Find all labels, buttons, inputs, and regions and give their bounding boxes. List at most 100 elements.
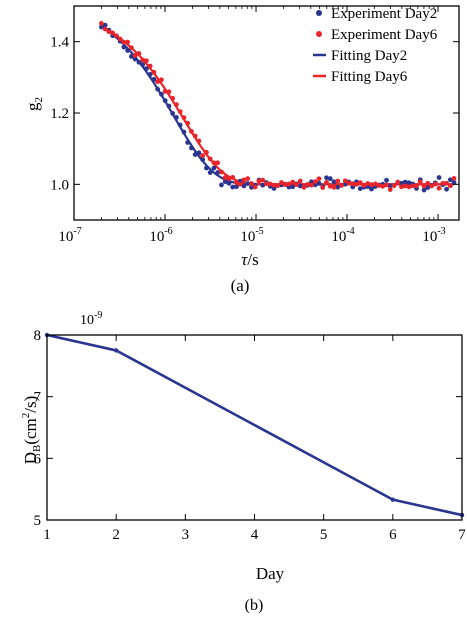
scale-multiplier-exp: -9 bbox=[94, 310, 102, 321]
data-point-0 bbox=[260, 182, 266, 188]
data-point-1 bbox=[414, 183, 419, 189]
data-point-1 bbox=[447, 183, 453, 189]
data-point-0 bbox=[290, 184, 296, 190]
data-point-0 bbox=[327, 176, 333, 182]
data-point-1 bbox=[117, 36, 123, 42]
data-point-0 bbox=[342, 181, 348, 187]
data-point-0 bbox=[436, 175, 442, 180]
data-point-1 bbox=[204, 149, 209, 155]
data-point-1 bbox=[237, 181, 243, 187]
data-point-1 bbox=[267, 181, 273, 187]
data-point-0 bbox=[204, 165, 209, 171]
data-point-0 bbox=[387, 183, 393, 189]
data-point-1 bbox=[155, 79, 161, 85]
x-tick-label: 7 bbox=[458, 527, 466, 543]
y-tick-label: 5 bbox=[34, 513, 42, 529]
y-axis-label-a-sub: 2 bbox=[33, 97, 45, 103]
legend-marker bbox=[316, 31, 322, 37]
data-point-0 bbox=[99, 24, 104, 30]
data-point-1 bbox=[136, 51, 142, 56]
data-point-1 bbox=[372, 181, 378, 187]
data-point-1 bbox=[144, 58, 149, 64]
panel-label-a: (a) bbox=[231, 276, 250, 295]
x-axis-label-a: τ/s bbox=[241, 250, 258, 269]
data-point-1 bbox=[365, 181, 371, 186]
data-point-1 bbox=[151, 69, 157, 75]
data-point-0 bbox=[444, 186, 449, 192]
data-point-0 bbox=[177, 122, 183, 128]
y-axis-label-b: DB(cm2/s) bbox=[20, 396, 43, 465]
data-point-0 bbox=[399, 180, 404, 186]
data-point-1 bbox=[440, 180, 446, 186]
data-point-1 bbox=[294, 182, 299, 188]
data-point-0 bbox=[166, 103, 172, 109]
data-point-0 bbox=[219, 182, 224, 188]
data-point-0 bbox=[189, 145, 194, 151]
data-point-0 bbox=[140, 62, 146, 68]
data-point-0 bbox=[200, 157, 206, 163]
data-point-0 bbox=[357, 186, 363, 191]
plot-a bbox=[99, 21, 457, 193]
data-point-1 bbox=[170, 95, 176, 101]
data-point-1 bbox=[432, 181, 438, 187]
data-point-0 bbox=[447, 177, 453, 183]
data-point-0 bbox=[155, 86, 161, 92]
data-point-1 bbox=[132, 53, 138, 58]
data-point-1 bbox=[357, 180, 363, 185]
data-point-0 bbox=[132, 56, 138, 62]
x-tick-label: 10-6 bbox=[149, 226, 172, 245]
data-point-1 bbox=[417, 179, 423, 185]
data-point-0 bbox=[159, 91, 164, 97]
data-point-0 bbox=[245, 181, 251, 186]
y-tick-label: 8 bbox=[34, 328, 42, 344]
data-point-1 bbox=[125, 39, 131, 45]
data-point-0 bbox=[151, 76, 157, 82]
legend-item: Fitting Day6 bbox=[313, 69, 408, 85]
data-point-1 bbox=[189, 129, 194, 134]
y-axis-label-a-main: g bbox=[23, 102, 42, 111]
data-point-1 bbox=[354, 181, 359, 187]
data-point-1 bbox=[159, 77, 164, 83]
y-axis-label-b-rest: (cm bbox=[21, 418, 40, 444]
data-point-1 bbox=[222, 175, 228, 181]
data-point-0 bbox=[226, 180, 232, 186]
data-point-0 bbox=[170, 111, 176, 116]
legend-item: Experiment Day2 bbox=[316, 6, 437, 22]
data-point-1 bbox=[226, 176, 232, 182]
data-point-1 bbox=[436, 185, 442, 191]
data-point-1 bbox=[200, 153, 206, 158]
data-point-1 bbox=[305, 181, 311, 187]
x-tick-label: 6 bbox=[389, 527, 397, 543]
data-point-1 bbox=[391, 183, 397, 189]
data-point-1 bbox=[102, 26, 108, 32]
data-point-1 bbox=[147, 63, 153, 69]
data-point-1 bbox=[350, 181, 356, 187]
y-ticks-a: 1.0 1.2 1.4 bbox=[50, 35, 459, 193]
data-point-1 bbox=[245, 176, 251, 181]
data-point-1 bbox=[114, 33, 119, 39]
legend-label: Fitting Day6 bbox=[331, 69, 408, 85]
series-point bbox=[113, 348, 119, 353]
data-point-1 bbox=[177, 109, 183, 114]
legend-marker bbox=[316, 10, 322, 16]
data-point-1 bbox=[410, 183, 416, 189]
data-point-0 bbox=[249, 184, 254, 190]
data-point-1 bbox=[185, 120, 191, 126]
data-point-1 bbox=[301, 184, 307, 190]
data-point-0 bbox=[196, 150, 202, 156]
data-point-0 bbox=[402, 179, 408, 185]
data-point-1 bbox=[376, 183, 382, 188]
axes-box-b bbox=[46, 334, 463, 521]
data-point-0 bbox=[234, 184, 239, 190]
data-point-0 bbox=[129, 54, 134, 59]
data-point-1 bbox=[196, 138, 202, 144]
x-tick-label: 5 bbox=[320, 527, 328, 543]
y-ticks-b: 5 6 7 8 bbox=[34, 328, 462, 529]
data-point-1 bbox=[297, 178, 303, 184]
data-point-1 bbox=[421, 183, 427, 189]
data-point-1 bbox=[215, 160, 221, 166]
data-point-0 bbox=[181, 129, 187, 135]
data-point-1 bbox=[380, 183, 386, 189]
data-point-1 bbox=[312, 179, 318, 185]
